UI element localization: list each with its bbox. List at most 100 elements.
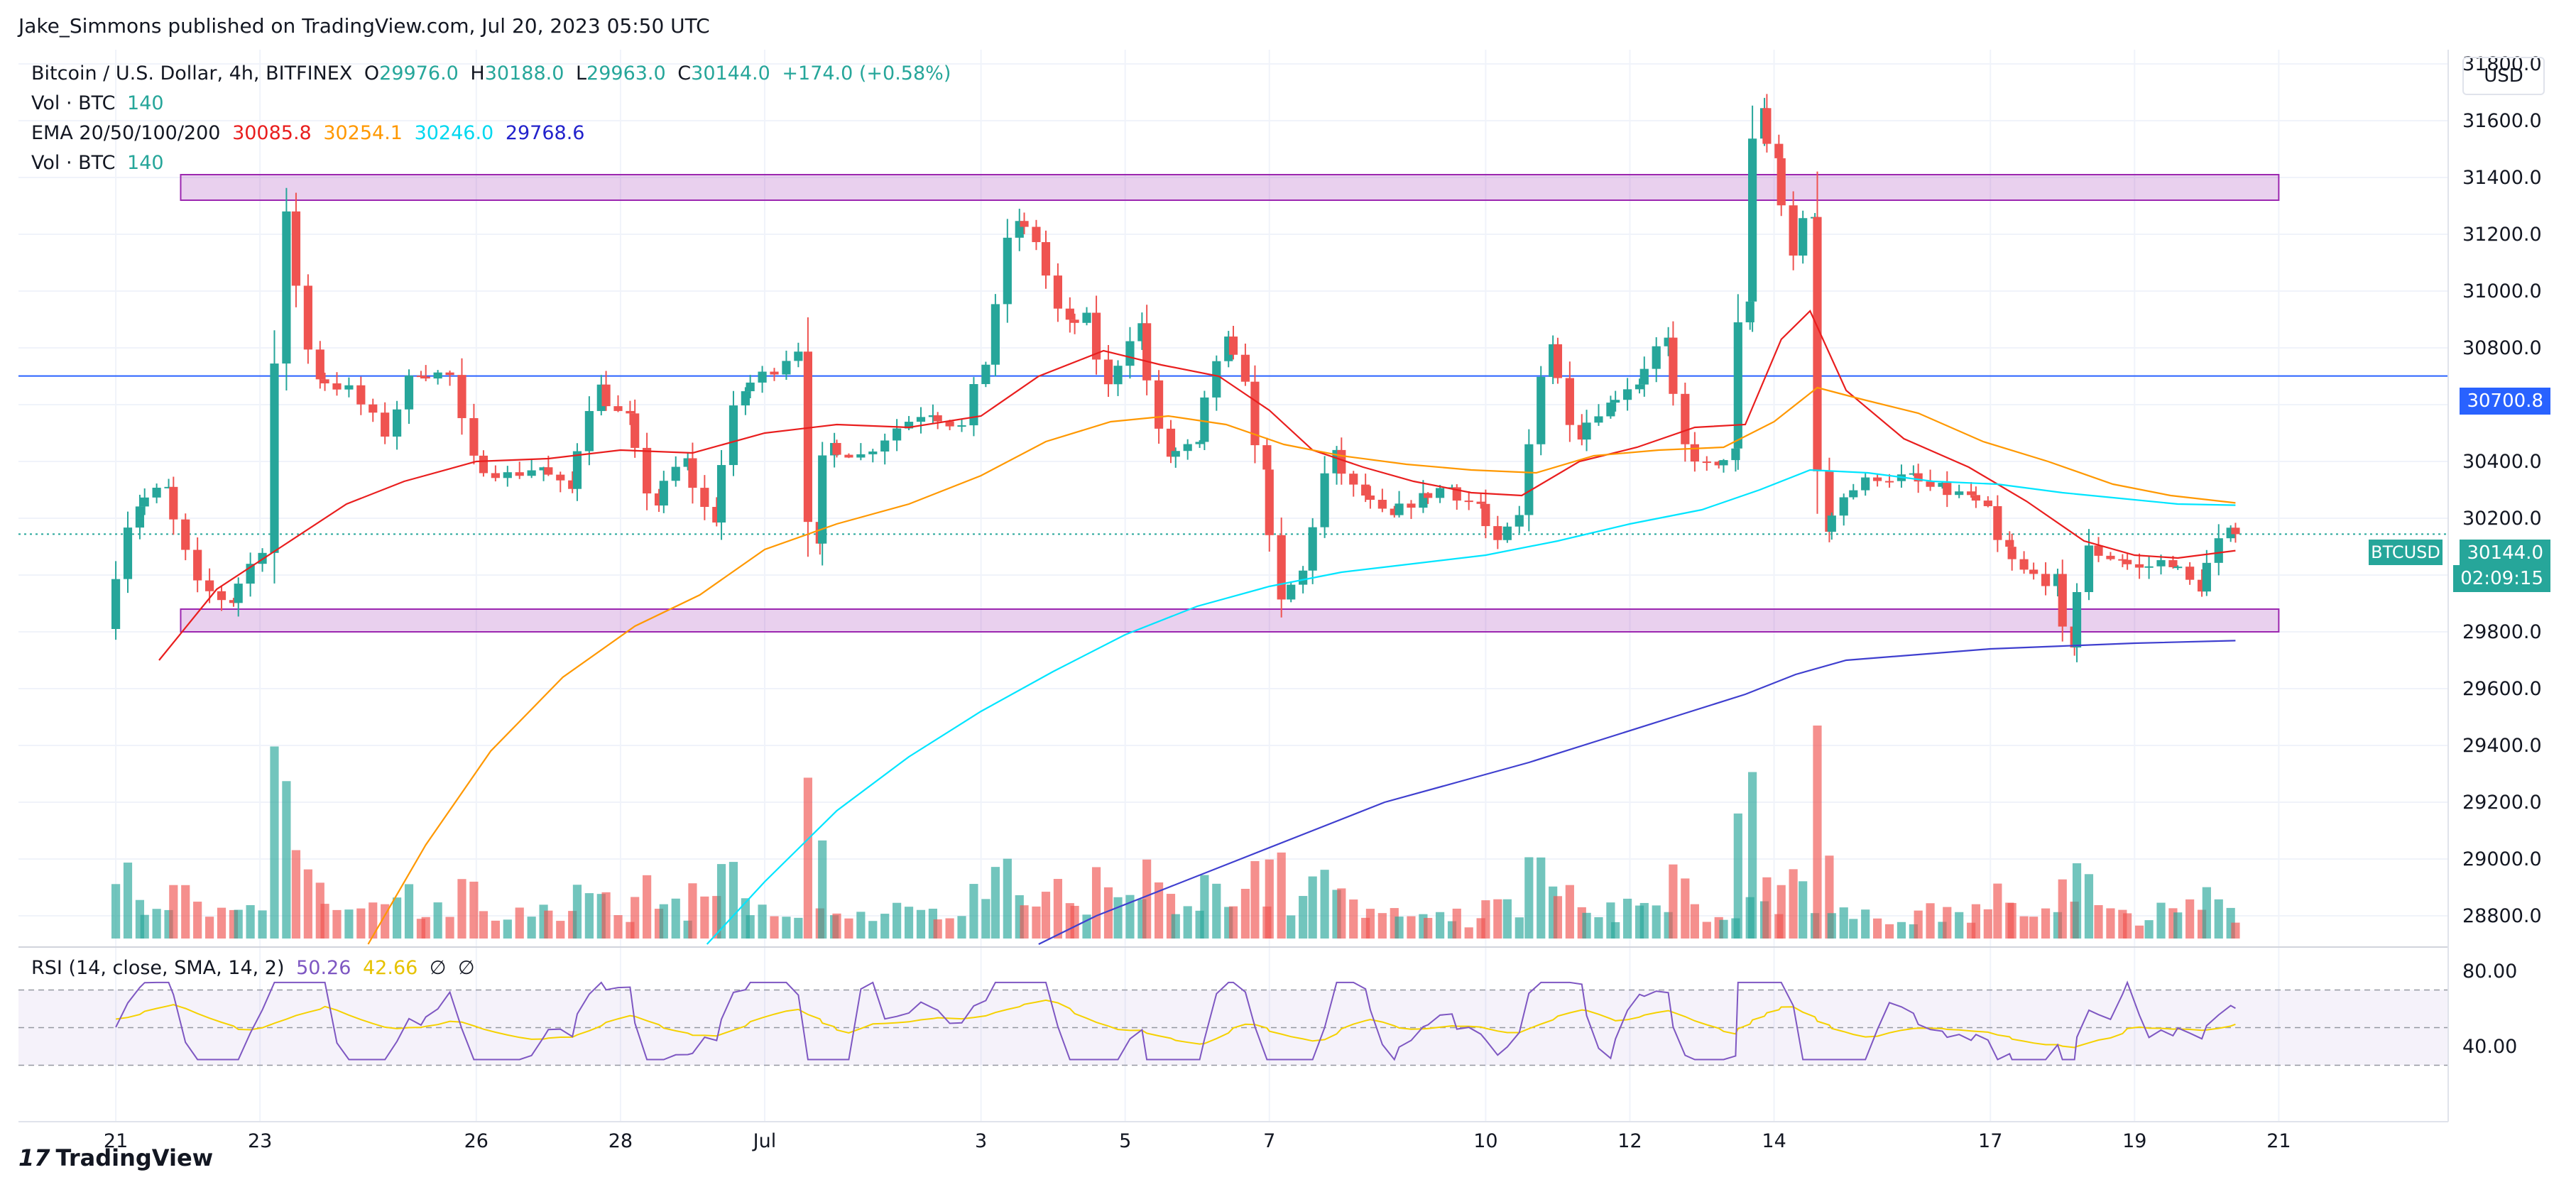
candle-body: [1154, 380, 1164, 429]
volume-bar: [246, 904, 255, 939]
volume-bar: [332, 909, 342, 939]
volume-bar: [1553, 896, 1563, 939]
candle-body: [2173, 567, 2183, 569]
volume-bar: [1424, 917, 1433, 939]
time-tick-label: 26: [464, 1130, 489, 1152]
volume-bar: [282, 781, 291, 939]
volume-bar: [981, 899, 990, 939]
volume-bar: [758, 904, 767, 939]
candle-body: [1195, 442, 1204, 444]
volume-bar: [2173, 912, 2183, 939]
volume-bar: [1719, 919, 1728, 939]
candle-body: [1424, 493, 1433, 498]
currency-button[interactable]: USD: [2462, 57, 2545, 95]
volume-legend-2[interactable]: Vol · BTC 140: [31, 152, 170, 174]
price-tick-label: 30400.0: [2462, 451, 2542, 473]
volume-bar: [671, 898, 680, 939]
tradingview-logo[interactable]: 17 TradingView: [18, 1144, 213, 1171]
candle-body: [332, 383, 342, 390]
volume-bar: [1502, 899, 1512, 939]
volume-bar: [1873, 918, 1882, 939]
volume-bar: [2072, 863, 2082, 939]
volume-bar: [2202, 887, 2211, 939]
candle-body: [700, 488, 709, 508]
volume-bar: [844, 918, 853, 939]
candle-body: [1299, 570, 1308, 585]
candle-body: [1365, 495, 1375, 500]
volume-bar: [2123, 913, 2132, 939]
candle-body: [1337, 449, 1346, 474]
candle-body: [631, 413, 640, 448]
candle-body: [770, 371, 779, 375]
high-value: H30188.0: [470, 62, 564, 84]
candle-body: [716, 465, 726, 523]
candle-body: [584, 410, 594, 452]
candle-body: [204, 580, 214, 591]
candle-body: [1240, 354, 1250, 382]
time-tick-label: 17: [1978, 1130, 2002, 1152]
candle-body: [164, 486, 173, 488]
volume-bar: [1611, 921, 1620, 939]
candle-body: [152, 487, 161, 498]
volume-bar: [1652, 905, 1661, 939]
candle-body: [503, 472, 512, 478]
low-value: L29963.0: [575, 62, 666, 84]
volume-bar: [457, 879, 466, 939]
volume-bar: [893, 902, 902, 939]
volume-bar: [1154, 882, 1164, 939]
ema100-line: [706, 469, 2236, 945]
volume-bar: [2185, 899, 2195, 939]
candle-body: [1053, 275, 1063, 309]
volume-label: Vol · BTC: [31, 92, 116, 114]
volume-bar: [291, 850, 301, 939]
candle-body: [1070, 319, 1079, 323]
volume-bar: [2231, 922, 2240, 939]
volume-bar: [544, 910, 553, 939]
ema-legend[interactable]: EMA 20/50/100/200 30085.8 30254.1 30246.…: [31, 122, 590, 144]
volume-bar: [643, 875, 652, 939]
volume-bar: [515, 907, 524, 939]
price-tick-label: 30800.0: [2462, 337, 2542, 359]
candles: [111, 94, 2240, 662]
volume-bar: [433, 902, 442, 939]
change-value: +174.0 (+0.58%): [782, 62, 951, 84]
volume-bar: [217, 907, 227, 939]
candle-body: [1171, 451, 1180, 457]
candle-body: [2185, 567, 2195, 580]
candle-body: [844, 454, 853, 458]
candle-body: [2156, 560, 2166, 567]
rsi-legend[interactable]: RSI (14, close, SMA, 14, 2) 50.26 42.66 …: [31, 957, 481, 979]
candle-body: [527, 470, 536, 476]
candle-body: [1681, 393, 1690, 444]
volume-legend-1[interactable]: Vol · BTC 140: [31, 92, 170, 114]
candle-body: [1926, 481, 1935, 487]
volume-bar: [1799, 881, 1808, 939]
candle-body: [1377, 500, 1387, 509]
candle-body: [515, 472, 524, 476]
candle-body: [671, 466, 680, 481]
candle-body: [2106, 555, 2115, 559]
time-tick-label: 3: [975, 1130, 987, 1152]
volume-bar: [1032, 906, 1041, 939]
volume-bar: [746, 915, 755, 939]
volume-bar: [1091, 867, 1101, 939]
volume-bar: [1041, 892, 1051, 939]
candle-body: [1565, 378, 1574, 425]
candle-body: [2058, 574, 2067, 627]
time-tick-label: 21: [104, 1130, 128, 1152]
candle-body: [1993, 505, 2002, 540]
volume-bar: [111, 884, 121, 939]
candle-body: [315, 349, 324, 380]
symbol-legend[interactable]: Bitcoin / U.S. Dollar, 4h, BITFINEX O299…: [31, 62, 956, 84]
volume-bar: [1813, 726, 1822, 939]
brand-text: TradingView: [55, 1144, 214, 1171]
volume-bar: [1955, 912, 1964, 939]
time-tick-label: 23: [248, 1130, 272, 1152]
volume-bar: [1200, 875, 1209, 939]
time-tick-label: Jul: [752, 1130, 777, 1152]
candle-body: [904, 422, 914, 429]
candle-body: [1884, 481, 1894, 483]
volume-bar: [1762, 877, 1772, 939]
volume-bar: [1623, 898, 1632, 939]
